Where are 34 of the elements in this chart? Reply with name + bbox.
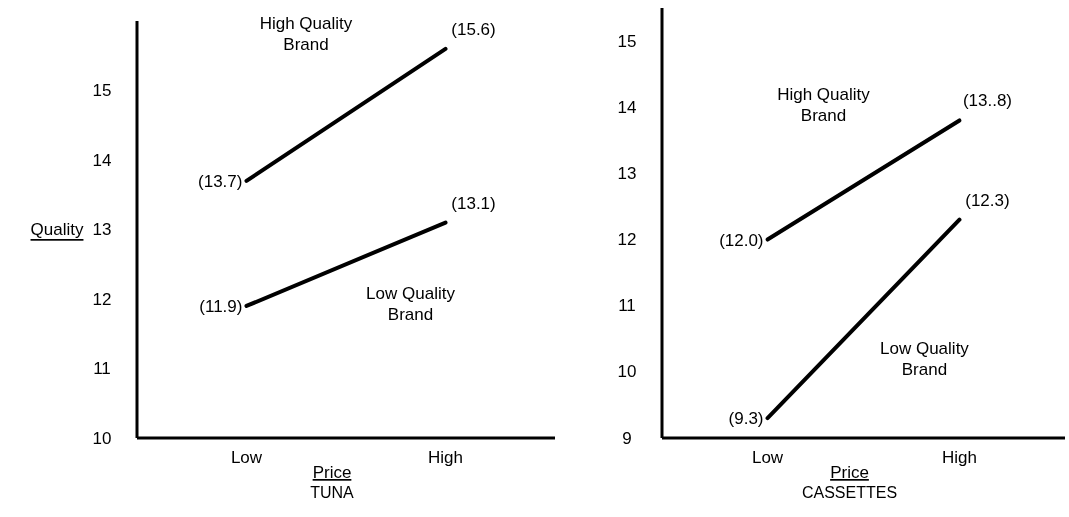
y-tick-label: 13	[617, 163, 637, 183]
y-axis-title: Quality	[30, 220, 84, 239]
data-label: (13.1)	[451, 193, 496, 213]
y-tick-label: 11	[93, 359, 111, 378]
y-tick-label: 14	[92, 150, 112, 170]
data-label: (9.3)	[728, 409, 764, 429]
x-tick-label: Low	[751, 448, 784, 467]
data-label: (12.0)	[719, 230, 764, 250]
text: High Quality Brand	[259, 13, 353, 54]
y-tick-label: 11	[618, 296, 636, 316]
data-label: (12.3)	[965, 190, 1010, 210]
y-tick-label: 15	[617, 31, 637, 51]
y-tick-label: 14	[617, 97, 637, 117]
y-tick-label: 12	[617, 230, 637, 250]
text: TUNA	[310, 484, 355, 501]
data-label: (15.6)	[451, 19, 496, 39]
data-label: (13.7)	[198, 171, 243, 191]
data-label: (11.9)	[199, 296, 243, 316]
y-tick-label: 12	[92, 289, 112, 309]
x-tick-label: High	[428, 448, 464, 467]
y-tick-label: 9	[622, 428, 632, 448]
text: High Quality Brand	[777, 85, 871, 126]
series-label: Low Quality Brand	[880, 338, 970, 379]
y-tick-label: 10	[92, 428, 112, 448]
x-tick-label: Low	[230, 448, 263, 467]
x-tick-label: High	[941, 448, 977, 467]
text: CASSETTES	[801, 484, 898, 501]
x-axis-title: Price	[312, 463, 352, 482]
y-tick-label: 10	[617, 362, 637, 382]
series-label: Low Quality Brand	[366, 284, 456, 325]
x-axis-title: Price	[830, 463, 869, 482]
y-tick-label: 15	[92, 81, 112, 100]
data-label: (13..8)	[962, 91, 1013, 111]
y-tick-label: 13	[92, 220, 112, 239]
